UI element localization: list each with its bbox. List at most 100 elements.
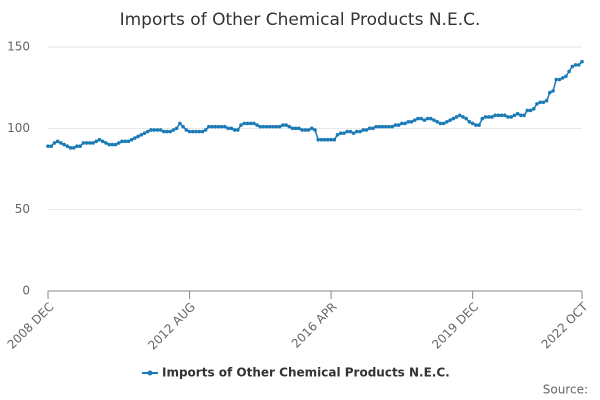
legend-marker xyxy=(147,370,153,376)
point xyxy=(342,131,346,136)
point xyxy=(277,124,282,129)
point xyxy=(46,144,50,149)
point xyxy=(71,146,76,150)
series-line xyxy=(48,61,583,149)
point xyxy=(319,137,324,142)
point xyxy=(303,128,308,132)
point xyxy=(519,113,523,118)
point xyxy=(104,141,108,145)
point xyxy=(168,129,173,134)
point xyxy=(248,121,253,126)
point xyxy=(367,126,372,131)
point xyxy=(570,64,575,69)
point xyxy=(309,126,314,131)
point xyxy=(531,107,536,111)
y-tick-label: 50 xyxy=(15,202,30,216)
point xyxy=(390,124,395,129)
point xyxy=(525,108,530,113)
point xyxy=(464,116,468,121)
point xyxy=(139,133,144,137)
point xyxy=(68,146,73,150)
point xyxy=(97,137,102,142)
point xyxy=(374,124,378,129)
point xyxy=(419,116,423,121)
x-tick-label: 2008 DEC xyxy=(5,300,57,352)
point xyxy=(316,137,321,142)
point xyxy=(567,69,571,74)
point xyxy=(512,113,517,118)
point xyxy=(551,89,555,93)
point xyxy=(425,116,430,121)
point xyxy=(377,124,382,129)
point xyxy=(149,128,153,132)
point xyxy=(361,128,366,132)
point xyxy=(406,120,411,124)
point xyxy=(88,141,92,145)
y-tick-label: 150 xyxy=(7,40,30,54)
point xyxy=(133,136,137,140)
point xyxy=(371,126,375,131)
point xyxy=(158,128,163,132)
point xyxy=(573,63,578,67)
point xyxy=(287,124,292,129)
point xyxy=(461,115,465,119)
point xyxy=(136,134,140,139)
point xyxy=(557,77,562,82)
point xyxy=(62,142,66,147)
point xyxy=(348,129,353,134)
point xyxy=(107,142,111,147)
point xyxy=(483,115,488,119)
point xyxy=(210,124,214,129)
point xyxy=(467,120,472,124)
point xyxy=(216,124,221,129)
point xyxy=(499,113,504,118)
point xyxy=(338,131,343,136)
x-tick-label: 2022 OCT xyxy=(539,299,591,351)
point xyxy=(194,129,198,134)
x-tick-label: 2012 AUG xyxy=(145,300,198,353)
point xyxy=(576,63,581,67)
point xyxy=(261,124,266,129)
point xyxy=(448,118,452,122)
point xyxy=(274,124,279,129)
point xyxy=(506,115,510,119)
point xyxy=(326,137,330,142)
y-tick-label: 100 xyxy=(7,121,30,135)
point xyxy=(429,116,433,121)
point xyxy=(490,115,494,119)
point xyxy=(84,141,89,145)
point xyxy=(65,144,70,149)
point xyxy=(474,123,478,127)
point xyxy=(178,121,182,126)
point xyxy=(213,124,218,129)
point xyxy=(300,128,304,132)
point xyxy=(355,129,359,134)
point xyxy=(200,129,205,134)
point xyxy=(493,113,497,118)
point xyxy=(174,126,179,131)
point xyxy=(313,128,317,132)
point xyxy=(258,124,263,129)
point xyxy=(190,129,195,134)
point xyxy=(322,137,327,142)
point xyxy=(554,77,559,82)
point xyxy=(480,116,485,121)
point xyxy=(59,141,63,145)
point xyxy=(422,118,427,122)
point xyxy=(49,144,54,149)
point xyxy=(91,141,95,145)
point xyxy=(116,141,121,145)
point xyxy=(544,98,549,103)
point xyxy=(207,124,211,129)
point xyxy=(271,124,275,129)
point xyxy=(364,128,369,132)
point xyxy=(393,123,398,127)
point xyxy=(345,129,349,134)
point xyxy=(396,123,401,127)
point xyxy=(522,113,526,118)
chart-title: Imports of Other Chemical Products N.E.C… xyxy=(120,10,481,30)
point xyxy=(486,115,491,119)
point xyxy=(358,129,362,134)
point xyxy=(78,144,82,149)
point xyxy=(181,124,185,129)
